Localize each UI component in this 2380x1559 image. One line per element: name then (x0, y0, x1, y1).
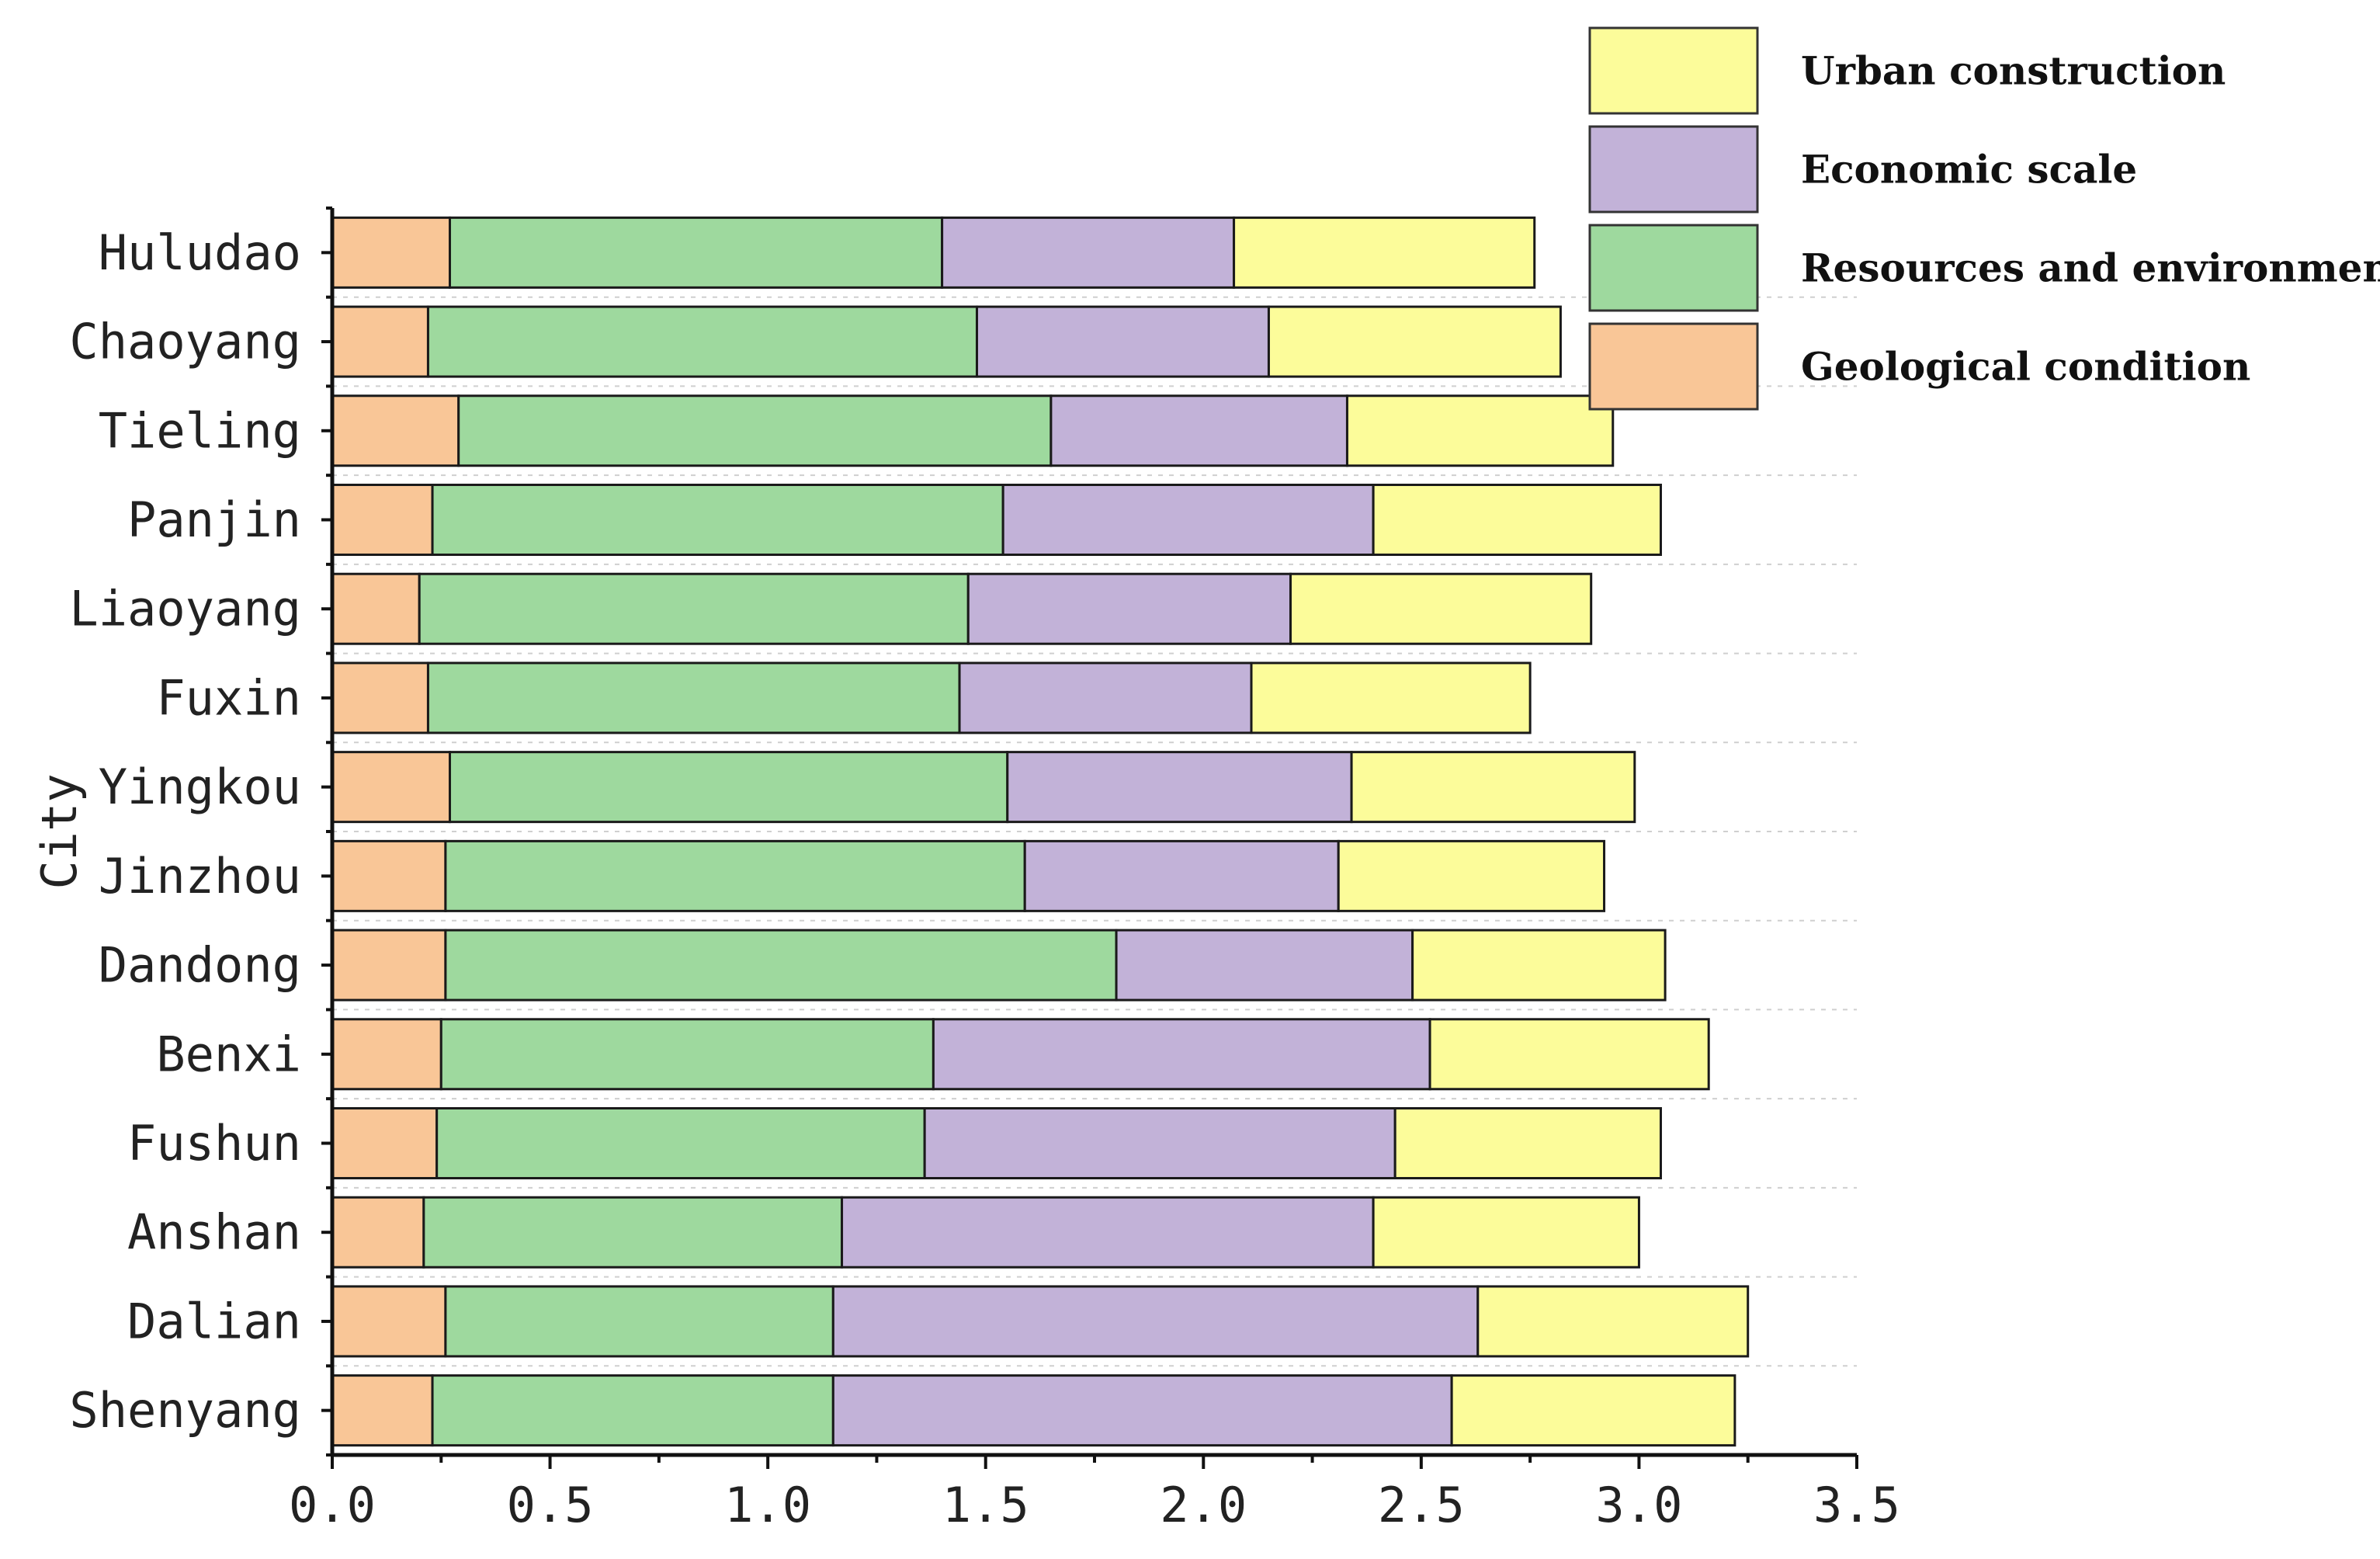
bar-anshan-urban-construction (1372, 1196, 1640, 1269)
legend-label: Geological condition (1801, 344, 2250, 390)
bar-tieling-geological-condition (331, 394, 460, 467)
bar-fushun-resources-and-environment (435, 1107, 926, 1179)
bar-shenyang-urban-construction (1450, 1374, 1736, 1447)
bar-fushun-geological-condition (331, 1107, 439, 1179)
bar-panjin-urban-construction (1372, 484, 1662, 556)
bar-dandong-economic-scale (1115, 929, 1414, 1002)
bar-yingkou-resources-and-environment (449, 751, 1009, 824)
bar-fuxin-resources-and-environment (426, 661, 961, 734)
bar-tieling-urban-construction (1345, 394, 1615, 467)
bar-dalian-economic-scale (831, 1285, 1480, 1358)
bar-dandong-resources-and-environment (444, 929, 1118, 1002)
bar-panjin-resources-and-environment (431, 484, 1004, 556)
y-axis-title: City (31, 773, 88, 889)
bar-benxi-resources-and-environment (439, 1018, 935, 1091)
bar-tieling-resources-and-environment (457, 394, 1053, 467)
bar-huludao-geological-condition (331, 216, 452, 289)
y-tick-label: Fuxin (156, 669, 301, 726)
y-tick-label: Liaoyang (69, 581, 301, 637)
y-tick-label: Dalian (127, 1293, 301, 1349)
legend-label: Urban construction (1801, 48, 2226, 94)
bar-yingkou-urban-construction (1350, 751, 1636, 824)
x-tick-label: 0.5 (507, 1477, 594, 1533)
bar-dalian-geological-condition (331, 1285, 447, 1358)
bar-anshan-geological-condition (331, 1196, 425, 1269)
bar-jinzhou-urban-construction (1337, 839, 1606, 912)
bar-fushun-economic-scale (923, 1107, 1396, 1179)
bar-benxi-geological-condition (331, 1018, 442, 1091)
x-tick-label: 1.0 (724, 1477, 811, 1533)
bar-jinzhou-economic-scale (1023, 839, 1340, 912)
bar-benxi-economic-scale (932, 1018, 1431, 1091)
y-tick-label: Tieling (99, 402, 301, 459)
bar-anshan-economic-scale (841, 1196, 1375, 1269)
axes: Huludao Chaoyang Tieling Panjin Liaoyang Fuxi… (31, 207, 1900, 1533)
bar-fuxin-economic-scale (958, 661, 1253, 734)
bar-jinzhou-resources-and-environment (444, 839, 1026, 912)
bar-huludao-economic-scale (941, 216, 1236, 289)
legend-label: Economic scale (1801, 147, 2137, 193)
x-tick-label: 1.5 (942, 1477, 1029, 1533)
x-tick-label: 0.0 (289, 1477, 376, 1533)
bar-huludao-resources-and-environment (449, 216, 944, 289)
x-tick-label: 2.5 (1378, 1477, 1465, 1533)
grid-lines (332, 296, 1857, 1367)
legend: Urban construction Economic scale Resource… (1588, 26, 2380, 411)
y-tick-label: Jinzhou (99, 848, 301, 904)
y-tick-label: Shenyang (69, 1382, 301, 1439)
y-tick-label: Benxi (156, 1026, 301, 1082)
x-tick-label: 3.0 (1595, 1477, 1682, 1533)
bar-liaoyang-economic-scale (966, 572, 1292, 645)
bar-dandong-urban-construction (1411, 929, 1667, 1002)
bar-shenyang-economic-scale (831, 1374, 1453, 1447)
y-tick-label: Chaoyang (69, 314, 301, 370)
bar-benxi-urban-construction (1428, 1018, 1710, 1091)
bar-tieling-economic-scale (1049, 394, 1348, 467)
bar-yingkou-geological-condition (331, 751, 452, 824)
bar-dalian-resources-and-environment (444, 1285, 834, 1358)
bar-dandong-geological-condition (331, 929, 447, 1002)
x-tick-label: 3.5 (1813, 1477, 1900, 1533)
bar-liaoyang-resources-and-environment (418, 572, 970, 645)
y-tick-label: Dandong (99, 937, 301, 994)
y-tick-label: Anshan (127, 1204, 301, 1261)
bar-shenyang-resources-and-environment (431, 1374, 834, 1447)
bar-chaoyang-geological-condition (331, 305, 429, 378)
bar-dalian-urban-construction (1476, 1285, 1750, 1358)
bar-chaoyang-economic-scale (975, 305, 1270, 378)
bar-anshan-resources-and-environment (422, 1196, 844, 1269)
bar-yingkou-economic-scale (1006, 751, 1353, 824)
bar-chaoyang-urban-construction (1267, 305, 1562, 378)
legend-swatch (1588, 26, 1759, 115)
y-tick-label: Fushun (127, 1115, 301, 1172)
y-tick-label: Huludao (99, 224, 301, 281)
bar-fuxin-geological-condition (331, 661, 429, 734)
bar-huludao-urban-construction (1233, 216, 1536, 289)
legend-swatch (1588, 125, 1759, 214)
legend-label: Resources and environment (1801, 245, 2380, 291)
y-tick-label: Panjin (127, 491, 301, 548)
bar-fuxin-urban-construction (1250, 661, 1532, 734)
legend-swatch (1588, 322, 1759, 411)
legend-swatch (1588, 224, 1759, 312)
bar-liaoyang-urban-construction (1289, 572, 1593, 645)
bar-chaoyang-resources-and-environment (426, 305, 978, 378)
x-tick-label: 2.0 (1160, 1477, 1247, 1533)
bars (331, 216, 1750, 1447)
bar-shenyang-geological-condition (331, 1374, 434, 1447)
bar-liaoyang-geological-condition (331, 572, 421, 645)
bar-panjin-geological-condition (331, 484, 434, 556)
bar-panjin-economic-scale (1001, 484, 1375, 556)
bar-jinzhou-geological-condition (331, 839, 447, 912)
bar-fushun-urban-construction (1393, 1107, 1662, 1179)
y-tick-label: Yingkou (99, 759, 301, 815)
